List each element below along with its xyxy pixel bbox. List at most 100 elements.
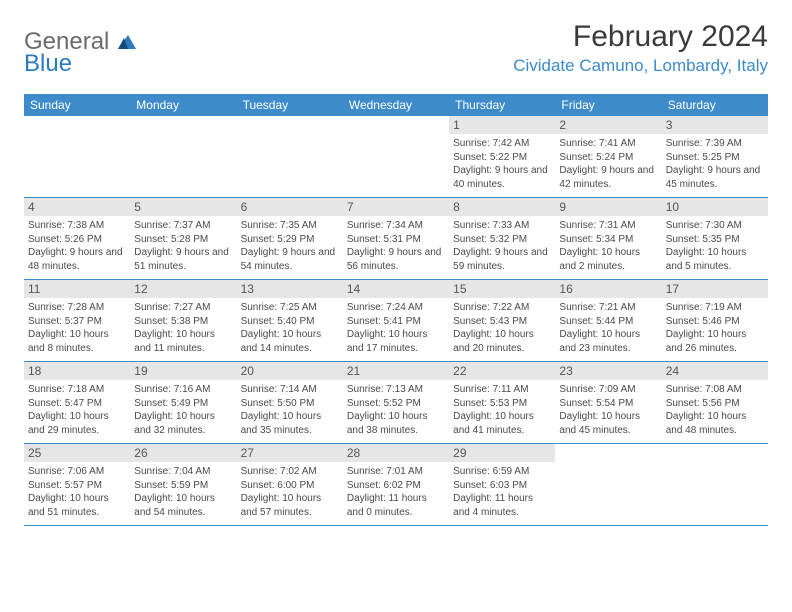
day-number: 18 [24,362,130,380]
day-info: Sunrise: 7:16 AMSunset: 5:49 PMDaylight:… [134,383,232,437]
day-info: Sunrise: 7:06 AMSunset: 5:57 PMDaylight:… [28,465,126,519]
day-info: Sunrise: 7:04 AMSunset: 5:59 PMDaylight:… [134,465,232,519]
day-info: Sunrise: 7:31 AMSunset: 5:34 PMDaylight:… [559,219,657,273]
day-info: Sunrise: 7:02 AMSunset: 6:00 PMDaylight:… [241,465,339,519]
day-cell: 14 Sunrise: 7:24 AMSunset: 5:41 PMDayligh… [343,280,449,361]
day-cell: 29Sunrise: 6:59 AMSunset: 6:03 PMDayligh… [449,444,555,525]
day-info: Sunrise: 7:25 AMSunset: 5:40 PMDaylight:… [241,301,339,355]
calendar-page: General February 2024 Cividate Camuno, L… [0,0,792,546]
day-number: 4 [24,198,130,216]
day-info: Sunrise: 7:14 AMSunset: 5:50 PMDaylight:… [241,383,339,437]
day-info: Sunrise: 7:37 AMSunset: 5:28 PMDaylight:… [134,219,232,273]
day-cell: 6 Sunrise: 7:35 AMSunset: 5:29 PMDaylight… [237,198,343,279]
day-number: 2 [555,116,661,134]
day-info: Sunrise: 7:22 AMSunset: 5:43 PMDaylight:… [453,301,551,355]
empty-day-cell [343,116,449,197]
day-info: Sunrise: 7:35 AMSunset: 5:29 PMDaylight:… [241,219,339,273]
weekday-header: Monday [130,94,236,116]
day-info: Sunrise: 7:34 AMSunset: 5:31 PMDaylight:… [347,219,445,273]
day-info: Sunrise: 7:24 AMSunset: 5:41 PMDaylight:… [347,301,445,355]
day-cell: 2 Sunrise: 7:41 AMSunset: 5:24 PMDaylight… [555,116,661,197]
day-cell: 20 Sunrise: 7:14 AMSunset: 5:50 PMDayligh… [237,362,343,443]
day-info: Sunrise: 6:59 AMSunset: 6:03 PMDaylight:… [453,465,551,519]
empty-day-cell [555,444,661,525]
day-cell: 27Sunrise: 7:02 AMSunset: 6:00 PMDayligh… [237,444,343,525]
day-info: Sunrise: 7:21 AMSunset: 5:44 PMDaylight:… [559,301,657,355]
day-number: 13 [237,280,343,298]
day-info: Sunrise: 7:28 AMSunset: 5:37 PMDaylight:… [28,301,126,355]
month-title: February 2024 [513,20,768,54]
week-row: 25 Sunrise: 7:06 AMSunset: 5:57 PMDayligh… [24,444,768,526]
day-number: 6 [237,198,343,216]
empty-day-cell [24,116,130,197]
day-info: Sunrise: 7:18 AMSunset: 5:47 PMDaylight:… [28,383,126,437]
day-cell: 24Sunrise: 7:08 AMSunset: 5:56 PMDayligh… [662,362,768,443]
day-cell: 22Sunrise: 7:11 AMSunset: 5:53 PMDayligh… [449,362,555,443]
logo-blue: Blue [24,50,72,77]
location: Cividate Camuno, Lombardy, Italy [513,56,768,76]
day-number: 9 [555,198,661,216]
day-cell: 19Sunrise: 7:16 AMSunset: 5:49 PMDayligh… [130,362,236,443]
weekday-header-row: SundayMondayTuesdayWednesdayThursdayFrid… [24,94,768,116]
day-number: 3 [662,116,768,134]
day-cell: 5 Sunrise: 7:37 AMSunset: 5:28 PMDaylight… [130,198,236,279]
day-number: 28 [343,444,449,462]
day-info: Sunrise: 7:42 AMSunset: 5:22 PMDaylight:… [453,137,551,191]
week-row: 18 Sunrise: 7:18 AMSunset: 5:47 PMDayligh… [24,362,768,444]
day-cell: 8 Sunrise: 7:33 AMSunset: 5:32 PMDaylight… [449,198,555,279]
day-number: 26 [130,444,236,462]
day-number: 22 [449,362,555,380]
day-number: 12 [130,280,236,298]
day-cell: 17 Sunrise: 7:19 AMSunset: 5:46 PMDayligh… [662,280,768,361]
day-cell: 4 Sunrise: 7:38 AMSunset: 5:26 PMDaylight… [24,198,130,279]
day-number: 15 [449,280,555,298]
week-row: 1 Sunrise: 7:42 AMSunset: 5:22 PMDaylight… [24,116,768,198]
day-cell: 13 Sunrise: 7:25 AMSunset: 5:40 PMDayligh… [237,280,343,361]
day-info: Sunrise: 7:08 AMSunset: 5:56 PMDaylight:… [666,383,764,437]
day-cell: 25 Sunrise: 7:06 AMSunset: 5:57 PMDayligh… [24,444,130,525]
week-row: 11 Sunrise: 7:28 AMSunset: 5:37 PMDayligh… [24,280,768,362]
day-number: 21 [343,362,449,380]
day-number: 25 [24,444,130,462]
day-info: Sunrise: 7:39 AMSunset: 5:25 PMDaylight:… [666,137,764,191]
calendar: SundayMondayTuesdayWednesdayThursdayFrid… [24,94,768,526]
day-number: 7 [343,198,449,216]
day-cell: 1 Sunrise: 7:42 AMSunset: 5:22 PMDaylight… [449,116,555,197]
weekday-header: Sunday [24,94,130,116]
day-number: 14 [343,280,449,298]
day-cell: 26 Sunrise: 7:04 AMSunset: 5:59 PMDayligh… [130,444,236,525]
day-info: Sunrise: 7:13 AMSunset: 5:52 PMDaylight:… [347,383,445,437]
weekday-header: Friday [555,94,661,116]
day-cell: 10 Sunrise: 7:30 AMSunset: 5:35 PMDayligh… [662,198,768,279]
day-number: 16 [555,280,661,298]
day-cell: 28Sunrise: 7:01 AMSunset: 6:02 PMDayligh… [343,444,449,525]
day-number: 5 [130,198,236,216]
day-number: 17 [662,280,768,298]
weekday-header: Thursday [449,94,555,116]
day-number: 1 [449,116,555,134]
day-info: Sunrise: 7:27 AMSunset: 5:38 PMDaylight:… [134,301,232,355]
week-row: 4 Sunrise: 7:38 AMSunset: 5:26 PMDaylight… [24,198,768,280]
title-block: February 2024 Cividate Camuno, Lombardy,… [513,20,768,76]
day-cell: 9 Sunrise: 7:31 AMSunset: 5:34 PMDaylight… [555,198,661,279]
day-cell: 18 Sunrise: 7:18 AMSunset: 5:47 PMDayligh… [24,362,130,443]
day-cell: 15 Sunrise: 7:22 AMSunset: 5:43 PMDayligh… [449,280,555,361]
day-cell: 23Sunrise: 7:09 AMSunset: 5:54 PMDayligh… [555,362,661,443]
weekday-header: Wednesday [343,94,449,116]
day-cell: 11 Sunrise: 7:28 AMSunset: 5:37 PMDayligh… [24,280,130,361]
day-number: 11 [24,280,130,298]
day-info: Sunrise: 7:19 AMSunset: 5:46 PMDaylight:… [666,301,764,355]
day-info: Sunrise: 7:38 AMSunset: 5:26 PMDaylight:… [28,219,126,273]
day-number: 20 [237,362,343,380]
day-number: 8 [449,198,555,216]
empty-day-cell [130,116,236,197]
day-cell: 3 Sunrise: 7:39 AMSunset: 5:25 PMDaylight… [662,116,768,197]
day-number: 23 [555,362,661,380]
day-info: Sunrise: 7:30 AMSunset: 5:35 PMDaylight:… [666,219,764,273]
weekday-header: Tuesday [237,94,343,116]
day-number: 10 [662,198,768,216]
day-cell: 12 Sunrise: 7:27 AMSunset: 5:38 PMDayligh… [130,280,236,361]
empty-day-cell [237,116,343,197]
day-info: Sunrise: 7:33 AMSunset: 5:32 PMDaylight:… [453,219,551,273]
day-info: Sunrise: 7:41 AMSunset: 5:24 PMDaylight:… [559,137,657,191]
